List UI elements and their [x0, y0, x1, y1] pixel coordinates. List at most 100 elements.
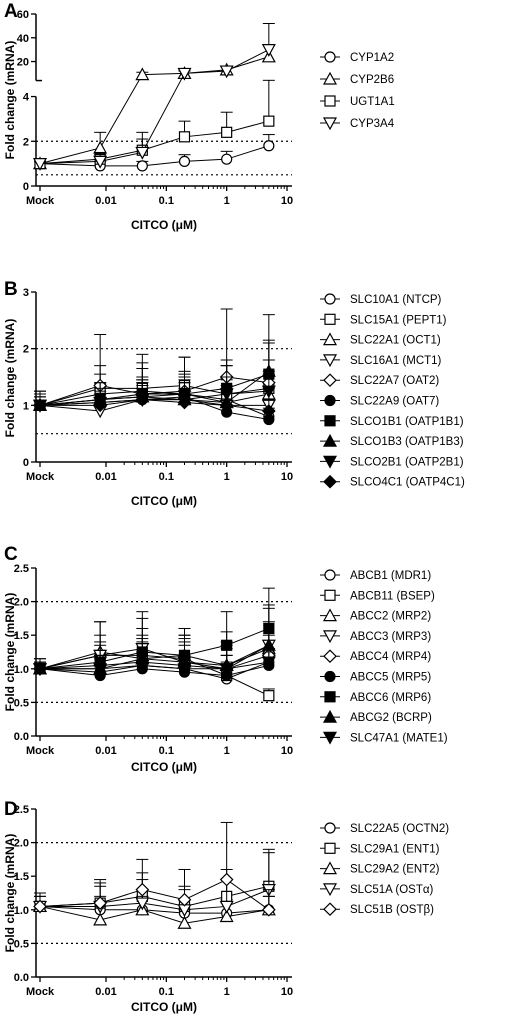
- x-tick-label: 10: [281, 471, 293, 483]
- series-line: [39, 644, 270, 670]
- series: [32, 648, 276, 677]
- legend-item: SLCO2B1 (OATP2B1): [320, 455, 464, 469]
- series-line: [39, 370, 270, 406]
- data-point: [177, 915, 192, 929]
- legend-label: SLC29A1 (ENT1): [350, 843, 440, 855]
- panel-letter: C: [4, 544, 18, 565]
- series-line: [39, 905, 269, 924]
- legend-item: CYP2B6: [320, 71, 394, 86]
- panel-d: 0.0 0.5 1.0 1.5 2.0 2.5 Mock 0.01 0.1 1 10 CITCO (μ…: [3, 799, 449, 1014]
- x-tick-label: 0.01: [95, 745, 116, 757]
- legend-marker: [322, 433, 338, 447]
- data-point: [221, 153, 233, 165]
- data-point: [219, 398, 234, 413]
- y-tick-label: 0.5: [14, 697, 29, 709]
- y-axis-title: Fold change (mRNA): [3, 593, 17, 712]
- legend-marker: [324, 415, 336, 427]
- legend-item: ABCB11 (BSEP): [320, 589, 435, 602]
- series-line: [40, 889, 270, 911]
- series: [32, 44, 276, 170]
- series: [34, 634, 275, 702]
- data-point: [177, 663, 192, 677]
- series-line: [39, 905, 269, 914]
- legend-item: SLCO1B3 (OATP1B3): [320, 433, 464, 448]
- x-tick-label: 0.01: [95, 195, 116, 207]
- legend-item: SLC47A1 (MATE1): [320, 731, 448, 745]
- legend-marker: [322, 332, 338, 346]
- legend-item: CYP1A2: [320, 51, 394, 64]
- panel-letter: B: [4, 279, 18, 300]
- data-point: [177, 67, 192, 81]
- legend-label: SLCO1B3 (OATP1B3): [350, 436, 464, 448]
- y-tick-label: 3: [23, 287, 29, 299]
- data-point: [219, 663, 234, 677]
- legend-item: SLC15A1 (PEPT1): [320, 313, 447, 326]
- legend-marker: [324, 51, 336, 63]
- data-point: [178, 155, 191, 168]
- data-point: [93, 398, 108, 413]
- data-point: [32, 663, 48, 677]
- legend-item: SLC16A1 (MCT1): [320, 354, 442, 368]
- legend-label: SLC29A2 (ENT2): [350, 864, 440, 876]
- legend-label: ABCC5 (MRP5): [350, 672, 431, 684]
- legend-item: ABCC5 (MRP5): [320, 670, 431, 684]
- legend-item: SLC29A2 (ENT2): [320, 861, 440, 876]
- legend-label: SLC15A1 (PEPT1): [350, 314, 447, 326]
- legend-label: UGT1A1: [350, 96, 395, 108]
- legend-marker: [322, 709, 338, 723]
- legend-label: SLC51B (OSTβ): [350, 904, 434, 916]
- x-tick-label: Mock: [26, 195, 55, 207]
- x-tick-label: Mock: [26, 471, 55, 483]
- data-point: [177, 892, 192, 907]
- panel-letter: D: [4, 799, 18, 820]
- data-point: [177, 395, 192, 410]
- legend-label: CYP3A4: [350, 118, 395, 130]
- x-tick-label: 1: [224, 745, 230, 757]
- legend-marker: [322, 117, 338, 131]
- x-tick-label: 0.01: [95, 986, 116, 998]
- x-tick-label: 0.01: [95, 471, 116, 483]
- legend-label: SLCO2B1 (OATP2B1): [350, 456, 464, 468]
- legend-label: SLC22A9 (OAT7): [350, 396, 439, 408]
- legend-item: SLC29A1 (ENT1): [320, 842, 440, 855]
- data-point: [261, 44, 276, 57]
- legend-item: ABCC4 (MRP4): [320, 649, 431, 664]
- legend-marker: [323, 649, 337, 664]
- legend-item: SLCO1B1 (OATP1B1): [320, 415, 464, 428]
- series: [33, 385, 276, 418]
- legend-marker: [322, 71, 338, 85]
- legend-marker: [324, 95, 336, 107]
- series-line: [40, 399, 269, 412]
- x-axis-title: CITCO (μM): [131, 1000, 197, 1014]
- legend-marker: [322, 883, 338, 897]
- series-line: [39, 878, 270, 911]
- data-point: [135, 882, 150, 897]
- panel-c: 0.0 0.5 1.0 1.5 2.0 2.5 Mock 0.01 0.1 1 10 CITCO (μ…: [3, 544, 448, 774]
- y-tick-label: 2.0: [14, 597, 29, 609]
- legend-label: ABCC4 (MRP4): [350, 651, 431, 663]
- legend-item: SLCO4C1 (OATP4C1): [320, 474, 465, 489]
- legend-marker: [323, 902, 337, 917]
- data-point: [33, 398, 47, 413]
- y-tick-label: 20: [17, 57, 29, 69]
- x-tick-label: 1: [224, 471, 230, 483]
- legend-label: SLCO1B1 (OATP1B1): [350, 416, 464, 428]
- y-tick-label: 1.5: [14, 630, 29, 642]
- data-point: [219, 65, 234, 79]
- data-point: [32, 158, 48, 171]
- legend-label: ABCB1 (MDR1): [350, 570, 431, 582]
- data-point: [219, 872, 234, 887]
- panel-letter: A: [4, 1, 18, 22]
- legend-label: ABCG2 (BCRP): [350, 712, 432, 724]
- data-point: [263, 115, 275, 127]
- legend-marker: [322, 608, 338, 622]
- y-axis-title: Fold change (mRNA): [3, 834, 17, 953]
- series-line: [39, 120, 269, 165]
- y-tick-label: 4: [23, 92, 30, 104]
- legend-item: SLC10A1 (NTCP): [320, 293, 442, 306]
- series: [32, 848, 276, 918]
- data-point: [263, 140, 275, 152]
- x-axis-title: CITCO (μM): [131, 760, 197, 774]
- legend-item: CYP3A4: [320, 117, 395, 131]
- legend-label: SLC51A (OSTα): [350, 884, 434, 896]
